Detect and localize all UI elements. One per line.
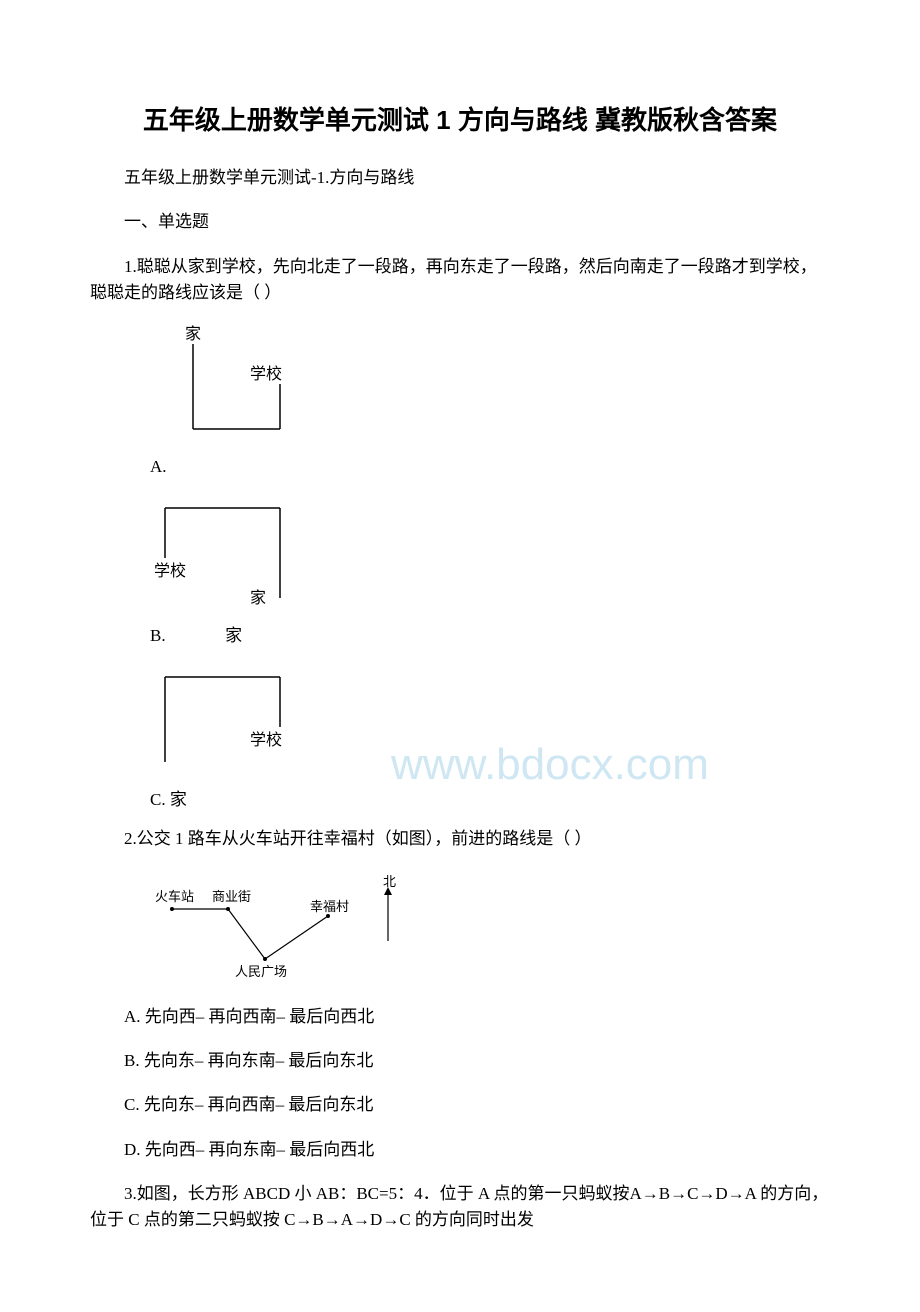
q1-option-c-label: C. [150, 790, 166, 809]
q1-option-a-label: A. [150, 457, 830, 477]
page-title: 五年级上册数学单元测试 1 方向与路线 冀教版秋含答案 [90, 100, 830, 137]
q2-option-b: B. 先向东– 再向东南– 最后向东北 [90, 1048, 830, 1074]
north-label: 北 [383, 874, 396, 889]
home-inline: 家 [225, 626, 242, 645]
school-label: 学校 [250, 365, 282, 383]
square-label: 人民广场 [235, 964, 287, 979]
home-inline: 家 [170, 790, 187, 809]
q1-option-b-label: B. [150, 626, 166, 645]
q2-option-a: A. 先向西– 再向西南– 最后向西北 [90, 1004, 830, 1030]
q2-option-d: D. 先向西– 再向东南– 最后向西北 [90, 1137, 830, 1163]
q3-stem: 3.如图，长方形 ABCD 小 AB：BC=5：4．位于 A 点的第一只蚂蚁按A… [90, 1181, 830, 1234]
section-heading: 一、单选题 [90, 209, 830, 235]
street-label: 商业街 [212, 889, 251, 904]
station-label: 火车站 [155, 889, 194, 904]
school-label: 学校 [154, 562, 186, 580]
q1-option-b-diagram: 学校 家 [150, 493, 830, 613]
q2-option-c: C. 先向东– 再向西南– 最后向东北 [90, 1092, 830, 1118]
q2-diagram: 火车站 商业街 幸福村 人民广场 北 [150, 871, 830, 996]
q1-stem: 1.聪聪从家到学校，先向北走了一段路，再向东走了一段路，然后向南走了一段路才到学… [90, 254, 830, 307]
subtitle: 五年级上册数学单元测试-1.方向与路线 [90, 165, 830, 191]
home-label: 家 [185, 325, 201, 343]
q2-stem: 2.公交 1 路车从火车站开往幸福村（如图），前进的路线是（ ） [90, 826, 830, 852]
q1-option-c-diagram: 学校 [150, 662, 830, 777]
school-label: 学校 [250, 731, 282, 749]
q1-option-a-diagram: 家 学校 [150, 324, 830, 449]
village-label: 幸福村 [310, 899, 349, 914]
home-label: 家 [250, 589, 266, 607]
